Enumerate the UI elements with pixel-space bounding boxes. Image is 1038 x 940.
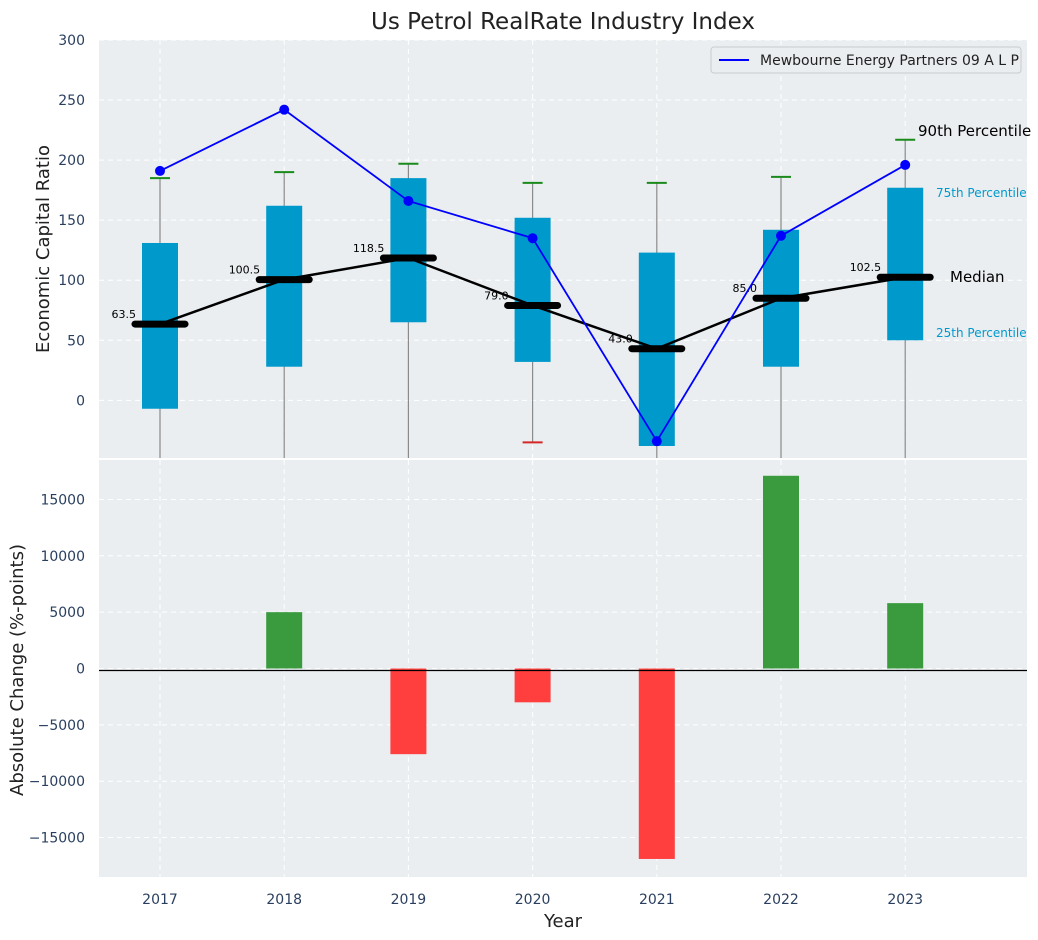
top-y-tick-labels: 0 50 100 150 200 250 300 (58, 33, 85, 409)
change-bars (266, 475, 924, 859)
median-value-label: 43.0 (608, 333, 633, 346)
top-plot-background (99, 40, 1027, 458)
x-tick-label: 2020 (515, 892, 551, 908)
annotations: 90th Percentile 75th Percentile Median 2… (918, 122, 1031, 340)
annotation-p25: 25th Percentile (936, 326, 1027, 340)
chart-title: Us Petrol RealRate Industry Index (371, 9, 755, 35)
x-axis-label: Year (543, 911, 583, 932)
y-tick-label: −5000 (38, 718, 85, 734)
top-panel: 0 50 100 150 200 250 300 63.5 100.5 118.5 79.0 43.… (33, 33, 1031, 458)
median-value-label: 100.5 (229, 264, 261, 277)
series-point (403, 195, 414, 206)
median-value-label: 85.0 (733, 282, 758, 295)
x-tick-label: 2021 (639, 892, 675, 908)
y-tick-label: 50 (67, 333, 85, 349)
median-value-label: 63.5 (112, 308, 137, 321)
y-tick-label: −15000 (29, 831, 85, 847)
median-value-label: 79.0 (484, 289, 509, 302)
change-bar (763, 475, 799, 669)
y-tick-label: 15000 (40, 492, 85, 508)
annotation-p90: 90th Percentile (918, 122, 1031, 140)
annotation-median: Median (950, 268, 1005, 286)
series-point (776, 230, 786, 241)
series-point (900, 159, 911, 170)
x-tick-label: 2023 (887, 892, 923, 908)
change-bar (887, 603, 924, 669)
y-tick-label: 250 (58, 93, 85, 109)
legend-label: Mewbourne Energy Partners 09 A L P (760, 53, 1019, 69)
median-markers: 63.5 100.5 118.5 79.0 43.0 85.0 102.5 (112, 242, 934, 353)
x-tick-labels: 2017 2018 2019 2020 2021 2022 2023 (142, 892, 923, 908)
change-bar (638, 668, 675, 859)
bottom-y-axis-label: Absolute Change (%-points) (7, 544, 28, 796)
x-tick-label: 2017 (142, 892, 178, 908)
series-point (527, 233, 538, 244)
series-point (651, 436, 662, 447)
iqr-box (887, 187, 924, 341)
boxes (142, 178, 924, 446)
y-tick-label: −10000 (29, 774, 85, 790)
median-value-label: 118.5 (353, 242, 385, 255)
bottom-y-tick-labels: −15000 −10000 −5000 0 5000 10000 15000 (29, 492, 85, 846)
series-point (279, 104, 290, 115)
change-bar (514, 668, 551, 703)
y-tick-label: 100 (58, 273, 85, 289)
change-bar (390, 668, 427, 755)
x-tick-label: 2022 (763, 892, 799, 908)
median-value-label: 102.5 (850, 261, 882, 274)
y-tick-label: 150 (58, 213, 85, 229)
top-y-axis-label: Economic Capital Ratio (33, 145, 54, 353)
change-bar (266, 612, 303, 669)
x-tick-label: 2018 (266, 892, 302, 908)
y-tick-label: 5000 (49, 605, 85, 621)
y-tick-label: 200 (58, 153, 85, 169)
series-point (155, 165, 165, 176)
iqr-box (266, 205, 303, 367)
y-tick-label: 0 (76, 662, 85, 678)
legend: Mewbourne Energy Partners 09 A L P (710, 46, 1022, 74)
y-tick-label: 300 (58, 33, 85, 49)
x-tick-label: 2019 (391, 892, 427, 908)
annotation-p75: 75th Percentile (936, 186, 1027, 200)
legend-box (710, 46, 1022, 74)
y-tick-label: 10000 (40, 549, 85, 565)
series-line (155, 104, 911, 447)
y-tick-label: 0 (76, 393, 85, 409)
